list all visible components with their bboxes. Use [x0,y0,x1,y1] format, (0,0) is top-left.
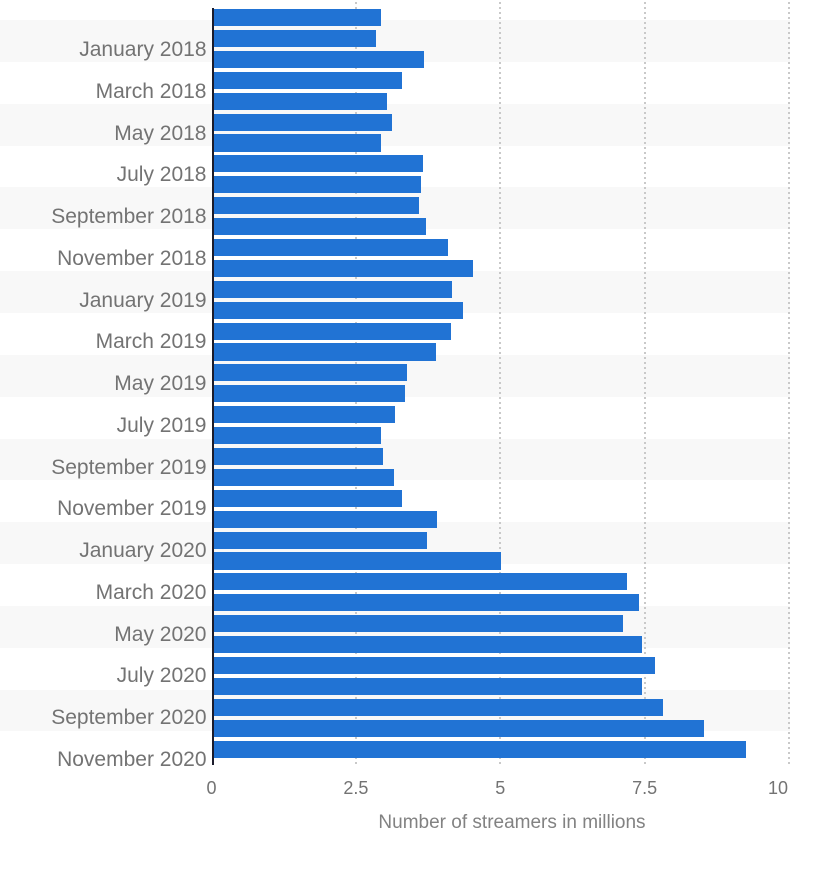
y-axis-label: November 2019 [57,497,207,521]
row-band [0,103,790,146]
bar[interactable] [214,280,453,298]
y-axis-label: July 2019 [116,413,207,437]
bar[interactable] [214,510,437,528]
y-axis-label: January 2018 [79,38,207,61]
bar[interactable] [214,259,473,277]
bar[interactable] [214,218,426,236]
bar[interactable] [214,594,639,612]
y-axis-label: May 2018 [114,121,207,145]
bar[interactable] [214,29,377,48]
bar[interactable] [214,9,382,27]
bar[interactable] [214,636,643,654]
bar[interactable] [214,50,425,68]
bar[interactable] [214,343,437,361]
gridline [788,2,790,766]
bar[interactable] [214,176,422,194]
bar[interactable] [214,468,394,486]
bar[interactable] [214,656,656,675]
bar[interactable] [214,552,502,570]
gridline [643,2,646,766]
bar[interactable] [214,740,746,758]
bar[interactable] [214,113,393,131]
gridline [354,2,357,766]
bar[interactable] [214,92,388,110]
y-axis-label: July 2018 [116,163,207,187]
bar[interactable] [214,719,705,737]
bar[interactable] [214,406,395,424]
bar[interactable] [214,364,407,382]
y-axis-line [211,8,214,765]
y-axis-label: September 2018 [51,205,207,229]
bar[interactable] [214,427,381,445]
x-tick-label: 5 [495,778,506,798]
y-axis-label: January 2020 [79,539,207,563]
bar[interactable] [214,531,427,549]
y-axis-label: May 2020 [114,622,207,646]
y-axis-label: September 2020 [51,706,207,730]
bar[interactable] [214,238,448,257]
x-tick-label: 0 [206,778,217,798]
bar[interactable] [214,385,405,403]
bar[interactable] [214,447,384,466]
y-axis-label: May 2019 [114,372,207,396]
y-axis-label: November 2018 [57,246,207,270]
bar[interactable] [214,677,642,695]
y-axis-label: July 2020 [116,664,207,688]
gridline [499,2,502,766]
x-tick-label: 2.5 [343,778,369,798]
bar[interactable] [214,615,624,633]
bar[interactable] [214,155,424,173]
y-axis-label: September 2019 [51,455,207,479]
bar[interactable] [214,197,419,215]
x-tick-label: 10 [767,778,789,798]
bar[interactable] [214,301,463,319]
bar[interactable] [214,698,664,716]
bar[interactable] [214,573,627,591]
y-axis-label: January 2019 [79,288,207,312]
y-axis-label: November 2020 [57,747,207,771]
bar[interactable] [214,489,403,507]
bar[interactable] [214,71,403,89]
x-axis-title: Number of streamers in millions [378,812,646,833]
row-band [0,438,790,481]
y-axis-label: March 2018 [95,79,207,103]
y-axis-label: March 2020 [95,580,207,604]
x-tick-label: 7.5 [632,778,658,798]
bar[interactable] [214,322,451,340]
y-axis-label: March 2019 [95,330,207,354]
bar[interactable] [214,134,381,152]
